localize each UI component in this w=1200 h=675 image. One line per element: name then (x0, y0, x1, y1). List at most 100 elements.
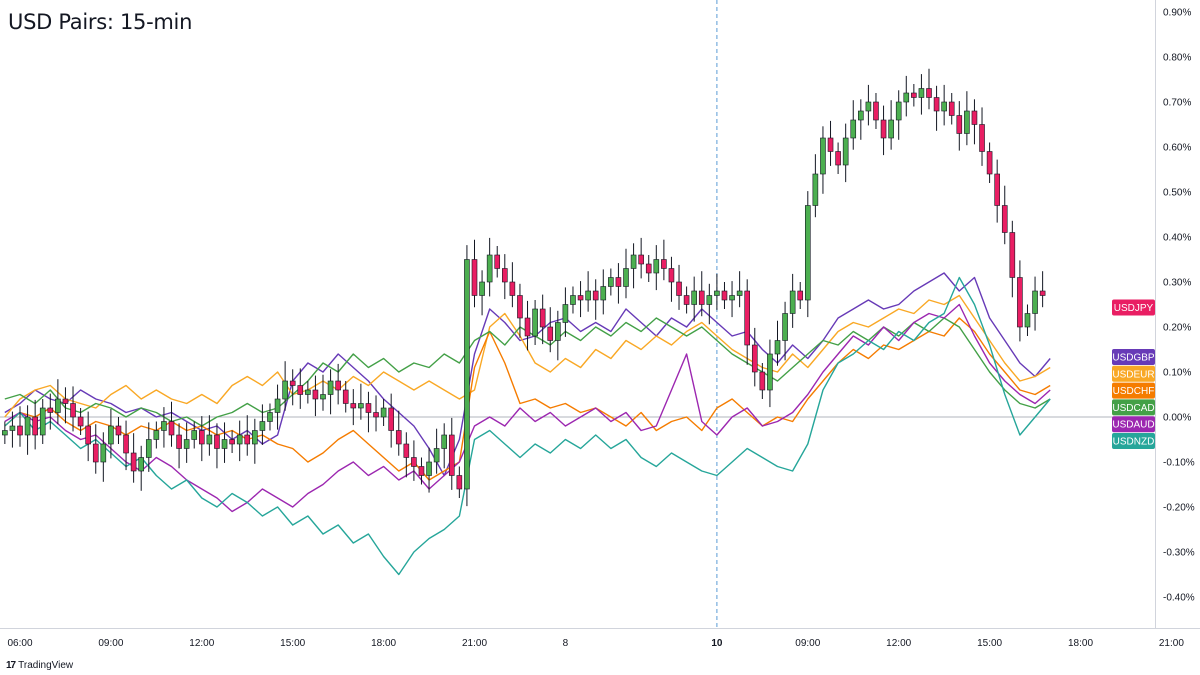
candle (774, 320, 781, 366)
candle-body (130, 452, 137, 472)
candle (1039, 271, 1046, 308)
candle-body (176, 434, 182, 449)
candle (608, 268, 614, 296)
candle-body (39, 407, 46, 436)
candle (979, 107, 985, 166)
candle (532, 300, 538, 345)
candle-body (570, 295, 576, 305)
candle-body (395, 430, 402, 445)
candle (161, 407, 167, 448)
price-label-usdchf: USDCHF (1112, 382, 1155, 399)
candle-body (782, 313, 788, 341)
candle-body (55, 398, 61, 413)
candle-body (501, 268, 508, 283)
candle (888, 100, 894, 150)
candle (471, 239, 478, 308)
candle-body (812, 173, 819, 206)
x-axis[interactable]: 06:00 09:00 12:00 15:00 18:00 21:00 8 10 09:00 12… (0, 628, 1200, 650)
candle (411, 440, 417, 481)
y-axis[interactable]: 0.90% 0.80% 0.70% 0.60% 0.50% 0.40% 0.30% 0.20%… (1155, 0, 1195, 628)
price-label-text: USDEUR (1112, 369, 1154, 380)
candle-body (471, 259, 478, 296)
candle (714, 273, 720, 310)
candle (751, 327, 758, 387)
candle-body (880, 119, 887, 139)
candle (903, 75, 910, 117)
candle-body (691, 290, 697, 305)
candle-body (335, 380, 341, 391)
candle (456, 466, 463, 498)
candle-body (486, 254, 493, 283)
candle-body (638, 254, 644, 265)
candle (39, 399, 46, 444)
candle (274, 384, 281, 430)
candle (744, 279, 751, 365)
candle (986, 142, 993, 183)
candle (1017, 260, 1023, 342)
candle-body (827, 137, 834, 152)
price-label-usdaud: USDAUD (1112, 416, 1155, 433)
candle-body (92, 443, 99, 463)
candle (653, 245, 660, 291)
candle (691, 276, 697, 322)
candle (206, 415, 213, 456)
candle-body (562, 304, 569, 323)
x-tick-label: 10 (711, 638, 723, 649)
candle-body (804, 205, 811, 301)
x-tick-label: 15:00 (280, 638, 305, 649)
candle-body (645, 263, 652, 274)
candle (842, 123, 849, 183)
price-label-text: USDNZD (1113, 437, 1155, 448)
candle (577, 281, 584, 318)
candle (395, 410, 402, 456)
y-tick-label: 0.00% (1163, 413, 1191, 424)
candle-body (797, 290, 804, 301)
candle (668, 256, 675, 302)
x-tick-label: 15:00 (977, 638, 1002, 649)
candle (721, 282, 728, 309)
candle-body (971, 110, 978, 125)
candle (539, 294, 546, 345)
candle-body (145, 439, 152, 458)
candle-body (320, 394, 326, 400)
candle (77, 408, 84, 435)
candle-body (206, 434, 213, 445)
candle-body (979, 124, 985, 152)
x-tick-label: 21:00 (1159, 638, 1184, 649)
candle (365, 391, 372, 433)
candle-body (592, 290, 599, 301)
y-tick-label: -0.10% (1163, 458, 1195, 469)
candle (494, 246, 501, 278)
candle-body (509, 281, 516, 296)
price-label-usdgbp: USDGBP (1112, 349, 1155, 365)
price-label-bg (1112, 365, 1155, 382)
candle-body (365, 403, 372, 413)
candle-body (759, 371, 766, 391)
candle (873, 93, 879, 129)
candle-body (297, 385, 304, 395)
plot-area[interactable] (0, 0, 1155, 628)
price-label-bg (1112, 399, 1155, 416)
candle-body (933, 97, 940, 112)
candle (1001, 185, 1008, 245)
candle (911, 84, 917, 107)
candle (812, 154, 819, 218)
candle (380, 399, 387, 426)
candle-body (1001, 205, 1008, 233)
candle-body (191, 430, 198, 440)
x-tick-label: 18:00 (1068, 638, 1093, 649)
candle-body (630, 254, 637, 269)
candle-body (532, 308, 538, 337)
candle-body (312, 389, 319, 400)
candle-body (342, 389, 349, 404)
candle (638, 237, 644, 279)
candle (9, 411, 16, 448)
candle (176, 423, 182, 469)
candle (130, 433, 137, 483)
candle (767, 339, 773, 408)
candle (267, 403, 273, 431)
price-label-text: USDCHF (1113, 386, 1155, 397)
candle (729, 281, 735, 318)
candle (880, 105, 887, 156)
